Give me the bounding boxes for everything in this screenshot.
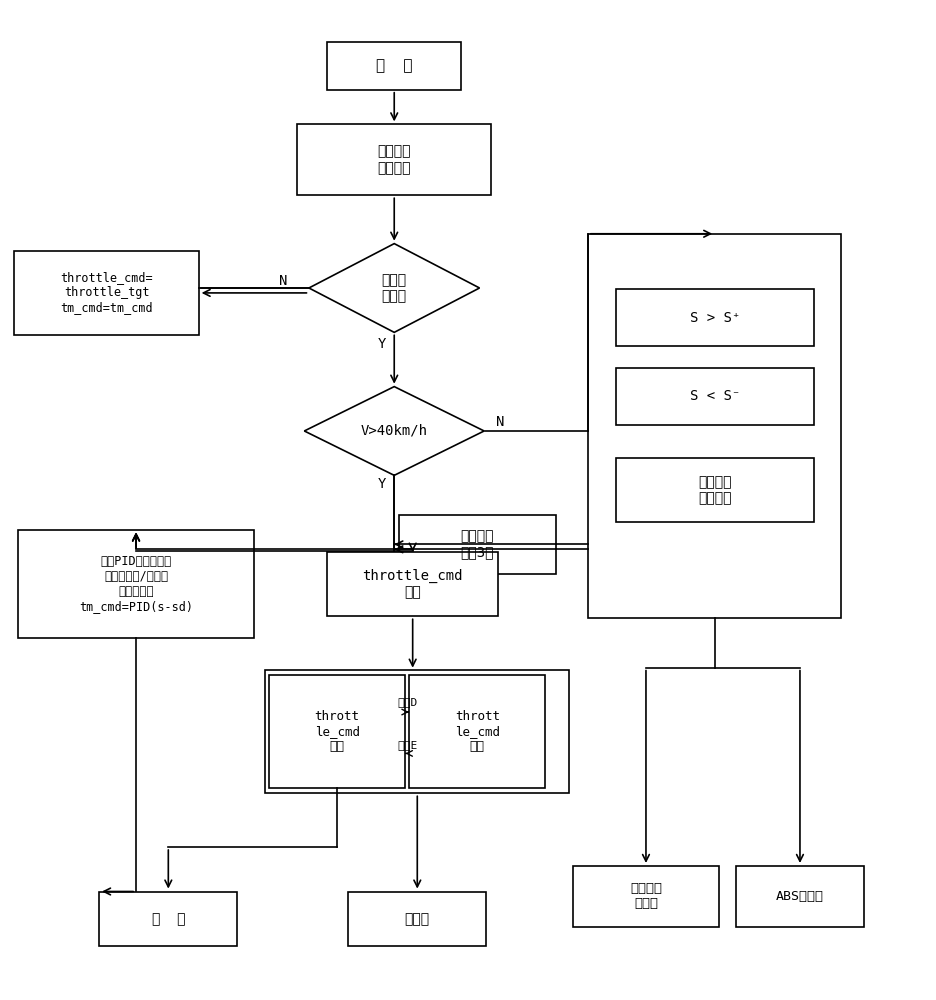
- Text: thrott
le_cmd
增大: thrott le_cmd 增大: [314, 710, 359, 753]
- FancyBboxPatch shape: [265, 670, 569, 793]
- Polygon shape: [309, 244, 479, 332]
- Text: 作用时间
大于3秒: 作用时间 大于3秒: [461, 529, 494, 559]
- FancyBboxPatch shape: [616, 289, 814, 346]
- FancyBboxPatch shape: [328, 42, 461, 90]
- FancyBboxPatch shape: [399, 515, 556, 574]
- Text: Y: Y: [378, 477, 387, 491]
- Text: 电  机: 电 机: [152, 912, 185, 926]
- Text: 条件D: 条件D: [397, 697, 417, 707]
- Text: 驱动防滑
调节阀: 驱动防滑 调节阀: [630, 882, 662, 910]
- Text: S < S⁻: S < S⁻: [690, 389, 740, 403]
- Text: Y: Y: [378, 337, 387, 351]
- Text: throttle_cmd=
throttle_tgt
tm_cmd=tm_cmd: throttle_cmd= throttle_tgt tm_cmd=tm_cmd: [60, 271, 153, 314]
- Polygon shape: [304, 387, 484, 475]
- FancyBboxPatch shape: [616, 458, 814, 522]
- FancyBboxPatch shape: [14, 251, 198, 335]
- Text: thrott
le_cmd
减小: thrott le_cmd 减小: [455, 710, 500, 753]
- FancyBboxPatch shape: [328, 552, 498, 616]
- Text: 发动机: 发动机: [404, 912, 430, 926]
- FancyBboxPatch shape: [616, 368, 814, 425]
- Text: 是否发
生滑转: 是否发 生滑转: [382, 273, 407, 303]
- Text: 计算驱动
轮滑转率: 计算驱动 轮滑转率: [377, 145, 411, 175]
- FancyBboxPatch shape: [588, 234, 841, 618]
- Text: 条件E: 条件E: [397, 740, 417, 750]
- FancyBboxPatch shape: [269, 675, 405, 788]
- Text: ABS调节阀: ABS调节阀: [776, 890, 824, 903]
- Text: S > S⁺: S > S⁺: [690, 311, 740, 325]
- Text: throttle_cmd
下降: throttle_cmd 下降: [362, 569, 463, 599]
- Text: V>40km/h: V>40km/h: [360, 424, 428, 438]
- Text: 其余干预
制动保持: 其余干预 制动保持: [698, 475, 732, 505]
- FancyBboxPatch shape: [409, 675, 546, 788]
- FancyBboxPatch shape: [573, 866, 719, 927]
- FancyBboxPatch shape: [19, 530, 254, 638]
- Text: N: N: [496, 415, 505, 429]
- FancyBboxPatch shape: [737, 866, 864, 927]
- FancyBboxPatch shape: [348, 892, 487, 946]
- Text: 开  始: 开 始: [376, 59, 413, 74]
- FancyBboxPatch shape: [99, 892, 238, 946]
- Text: N: N: [279, 274, 287, 288]
- Text: 利用PID控制器确定
电机的驱动/制动转
矩大小，即
tm_cmd=PID(s-sd): 利用PID控制器确定 电机的驱动/制动转 矩大小，即 tm_cmd=PID(s-…: [79, 555, 193, 613]
- FancyBboxPatch shape: [298, 124, 491, 195]
